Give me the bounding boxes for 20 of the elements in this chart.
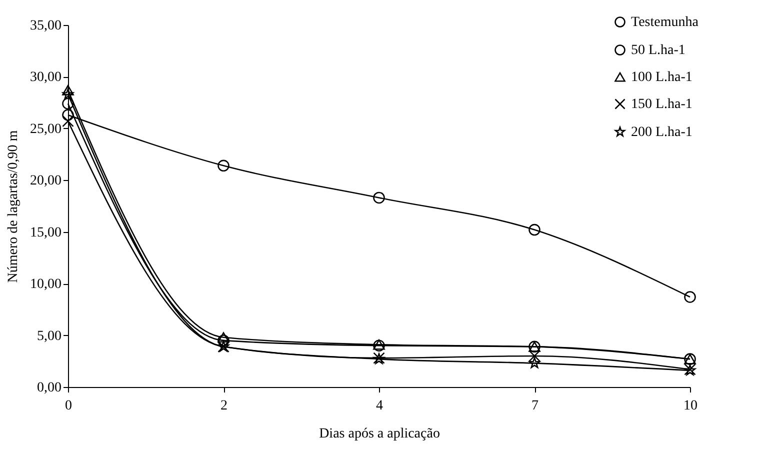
x-tick-label: 0 bbox=[65, 398, 72, 414]
y-tick-label: 25,00 bbox=[30, 122, 62, 137]
y-tick-label: 15,00 bbox=[30, 225, 62, 240]
x-tick-label: 2 bbox=[220, 398, 228, 414]
y-tick-label: 20,00 bbox=[30, 174, 62, 189]
x-tick-label: 10 bbox=[684, 398, 698, 414]
legend-label: 100 L.ha-1 bbox=[631, 70, 692, 85]
legend-label: 150 L.ha-1 bbox=[631, 97, 692, 112]
y-tick-label: 5,00 bbox=[37, 328, 62, 344]
legend-label: Testemunha bbox=[631, 15, 700, 30]
x-axis-title: Dias após a aplicação bbox=[319, 426, 440, 442]
y-tick-label: 10,00 bbox=[30, 277, 62, 292]
y-tick-label: 30,00 bbox=[30, 70, 62, 86]
y-tick-label: 35,00 bbox=[30, 18, 62, 34]
x-tick-label: 7 bbox=[532, 398, 538, 414]
legend-label: 50 L.ha-1 bbox=[631, 43, 686, 58]
x-tick-label: 4 bbox=[376, 398, 383, 414]
legend-label: 200 L.ha-1 bbox=[631, 125, 692, 140]
y-tick-label: 0,00 bbox=[37, 380, 62, 396]
y-axis-title: Número de lagartas/0,90 m bbox=[6, 130, 21, 283]
